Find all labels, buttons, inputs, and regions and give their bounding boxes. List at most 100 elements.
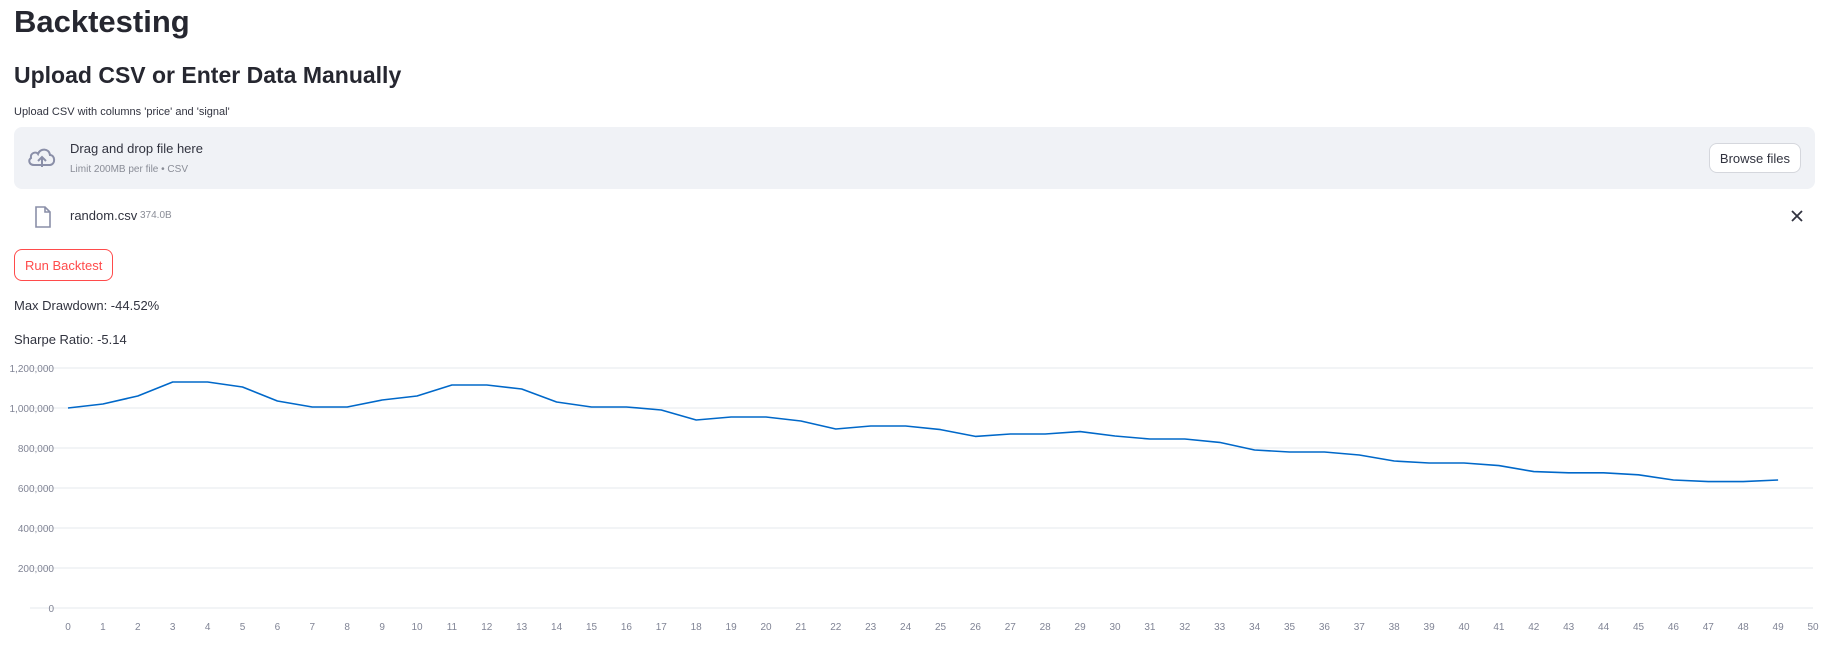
x-tick-label: 5	[240, 622, 246, 633]
uploaded-file-row: random.csv 374.0B	[14, 200, 1815, 234]
x-tick-label: 30	[1109, 622, 1121, 633]
x-tick-label: 15	[586, 622, 598, 633]
file-name: random.csv	[70, 208, 138, 223]
x-tick-label: 50	[1807, 622, 1819, 633]
x-tick-label: 31	[1144, 622, 1156, 633]
x-tick-label: 13	[516, 622, 528, 633]
x-tick-label: 44	[1598, 622, 1610, 633]
x-tick-label: 47	[1703, 622, 1715, 633]
data-point	[1114, 435, 1116, 437]
file-icon	[35, 206, 51, 228]
data-point	[521, 388, 523, 390]
data-point	[207, 381, 209, 383]
cloud-upload-icon	[28, 148, 56, 167]
x-tick-label: 2	[135, 622, 141, 633]
x-tick-label: 11	[447, 622, 458, 633]
file-dropzone[interactable]: Drag and drop file here Limit 200MB per …	[14, 127, 1815, 189]
run-backtest-button[interactable]: Run Backtest	[14, 249, 114, 281]
data-point	[765, 416, 767, 418]
data-point	[591, 406, 593, 408]
series-line	[67, 381, 1779, 483]
x-tick-label: 38	[1389, 622, 1401, 633]
data-point	[311, 406, 313, 408]
data-point	[102, 403, 104, 405]
x-tick-label: 23	[865, 622, 877, 633]
dropzone-instructions: Drag and drop file here	[70, 141, 203, 156]
browse-files-button[interactable]: Browse files	[1708, 143, 1801, 173]
data-point	[1742, 481, 1744, 483]
data-point	[1254, 449, 1256, 451]
y-tick-label: 800,000	[18, 444, 55, 455]
data-point	[1184, 438, 1186, 440]
data-point	[800, 420, 802, 422]
data-point	[1289, 451, 1291, 453]
data-point	[1044, 433, 1046, 435]
data-point	[1149, 438, 1151, 440]
x-tick-label: 27	[1005, 622, 1017, 633]
x-tick-label: 12	[481, 622, 493, 633]
x-tick-label: 3	[170, 622, 176, 633]
x-tick-label: 29	[1075, 622, 1087, 633]
data-point	[137, 395, 139, 397]
data-point	[1638, 474, 1640, 476]
data-point	[1777, 479, 1779, 481]
data-point	[870, 425, 872, 427]
x-tick-label: 1	[100, 622, 106, 633]
data-point	[1707, 481, 1709, 483]
x-tick-label: 42	[1528, 622, 1540, 633]
page-title: Backtesting	[14, 4, 190, 39]
x-tick-label: 21	[795, 622, 807, 633]
data-point	[730, 416, 732, 418]
x-tick-label: 16	[621, 622, 633, 633]
data-point	[346, 406, 348, 408]
x-tick-label: 45	[1633, 622, 1645, 633]
x-tick-label: 37	[1354, 622, 1366, 633]
data-point	[276, 400, 278, 402]
data-point	[974, 435, 976, 437]
y-tick-label: 1,200,000	[10, 364, 55, 375]
x-tick-label: 8	[344, 622, 350, 633]
data-point	[1568, 472, 1570, 474]
y-tick-label: 1,000,000	[10, 404, 55, 415]
x-tick-label: 25	[935, 622, 947, 633]
x-tick-label: 36	[1319, 622, 1331, 633]
x-tick-label: 48	[1738, 622, 1750, 633]
x-tick-label: 35	[1284, 622, 1296, 633]
y-tick-label: 0	[48, 604, 54, 615]
x-tick-label: 40	[1458, 622, 1470, 633]
x-tick-label: 39	[1424, 622, 1436, 633]
x-tick-label: 18	[691, 622, 703, 633]
data-point	[67, 407, 69, 409]
data-point	[556, 401, 558, 403]
section-title: Upload CSV or Enter Data Manually	[14, 62, 402, 88]
data-point	[1672, 479, 1674, 481]
equity-line-chart: 0 200,000 400,000 600,000 800,000 1,000,000 1,…	[10, 364, 1819, 633]
data-point	[695, 419, 697, 421]
data-point	[1358, 454, 1360, 456]
data-point	[940, 429, 942, 431]
close-icon[interactable]	[1789, 208, 1805, 224]
upload-label: Upload CSV with columns 'price' and 'sig…	[14, 106, 230, 118]
x-tick-label: 10	[411, 622, 423, 633]
file-size: 374.0B	[140, 210, 172, 221]
data-point	[1498, 465, 1500, 467]
x-tick-label: 0	[65, 622, 71, 633]
data-point	[1323, 451, 1325, 453]
x-tick-label: 41	[1493, 622, 1505, 633]
x-tick-label: 24	[900, 622, 912, 633]
data-point	[905, 425, 907, 427]
max-drawdown-metric: Max Drawdown: -44.52%	[14, 298, 160, 313]
sharpe-ratio-metric: Sharpe Ratio: -5.14	[14, 332, 127, 347]
data-point	[660, 409, 662, 411]
x-tick-label: 9	[379, 622, 385, 633]
x-tick-label: 49	[1773, 622, 1785, 633]
x-tick-label: 28	[1040, 622, 1052, 633]
y-tick-label: 200,000	[18, 564, 55, 575]
x-tick-label: 43	[1563, 622, 1575, 633]
x-tick-label: 22	[830, 622, 842, 633]
data-point	[1079, 431, 1081, 433]
data-point	[625, 406, 627, 408]
y-tick-label: 600,000	[18, 484, 55, 495]
data-point	[1603, 472, 1605, 474]
x-tick-label: 26	[970, 622, 982, 633]
